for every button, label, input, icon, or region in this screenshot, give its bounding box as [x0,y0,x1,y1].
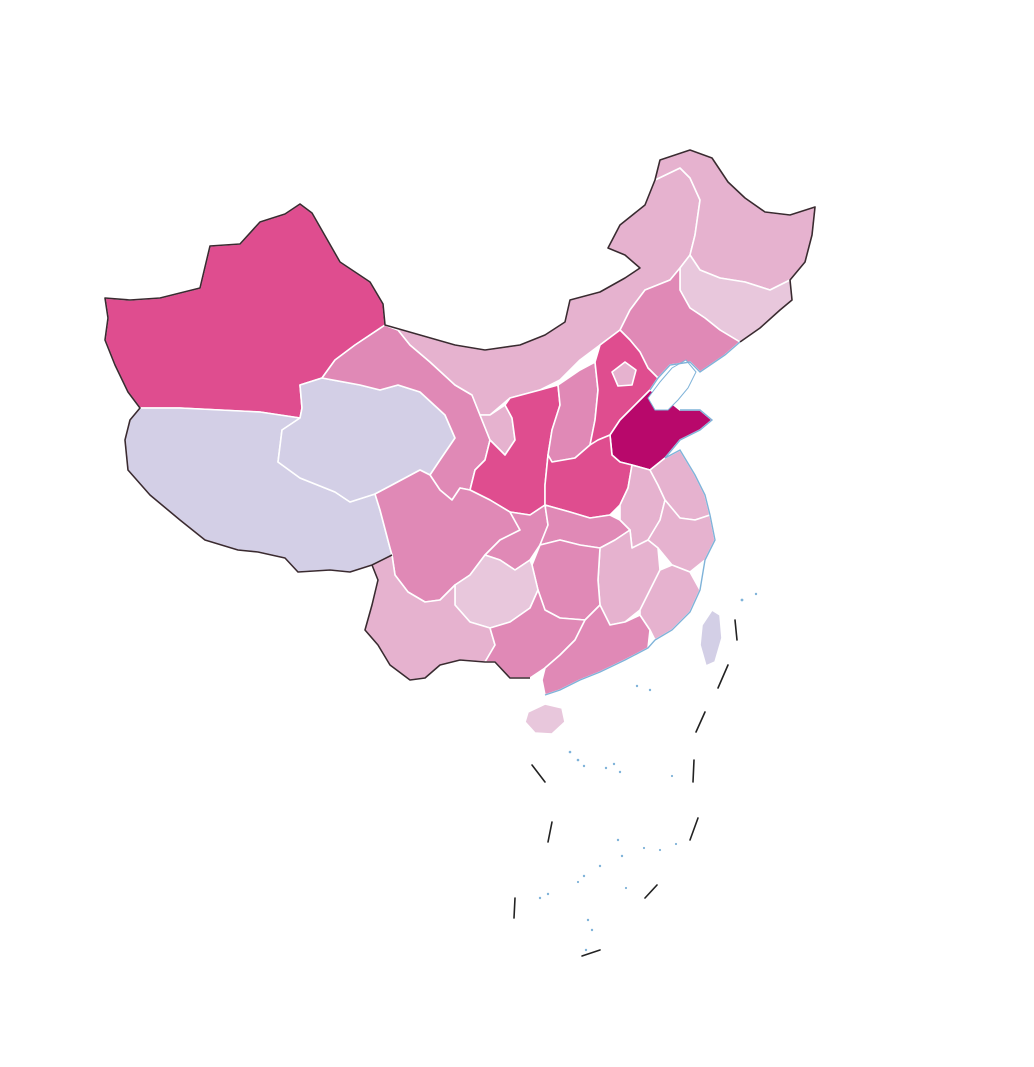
region-beijing [611,361,637,387]
bohai-sea [647,359,697,411]
region-taiwan [699,609,723,667]
land-border-outline-south [364,564,530,681]
land-border-outline [104,149,816,573]
coastline [544,341,741,696]
scattered-islands [538,592,758,952]
region-hainan [524,703,566,735]
south-china-sea-dashes [513,619,738,957]
